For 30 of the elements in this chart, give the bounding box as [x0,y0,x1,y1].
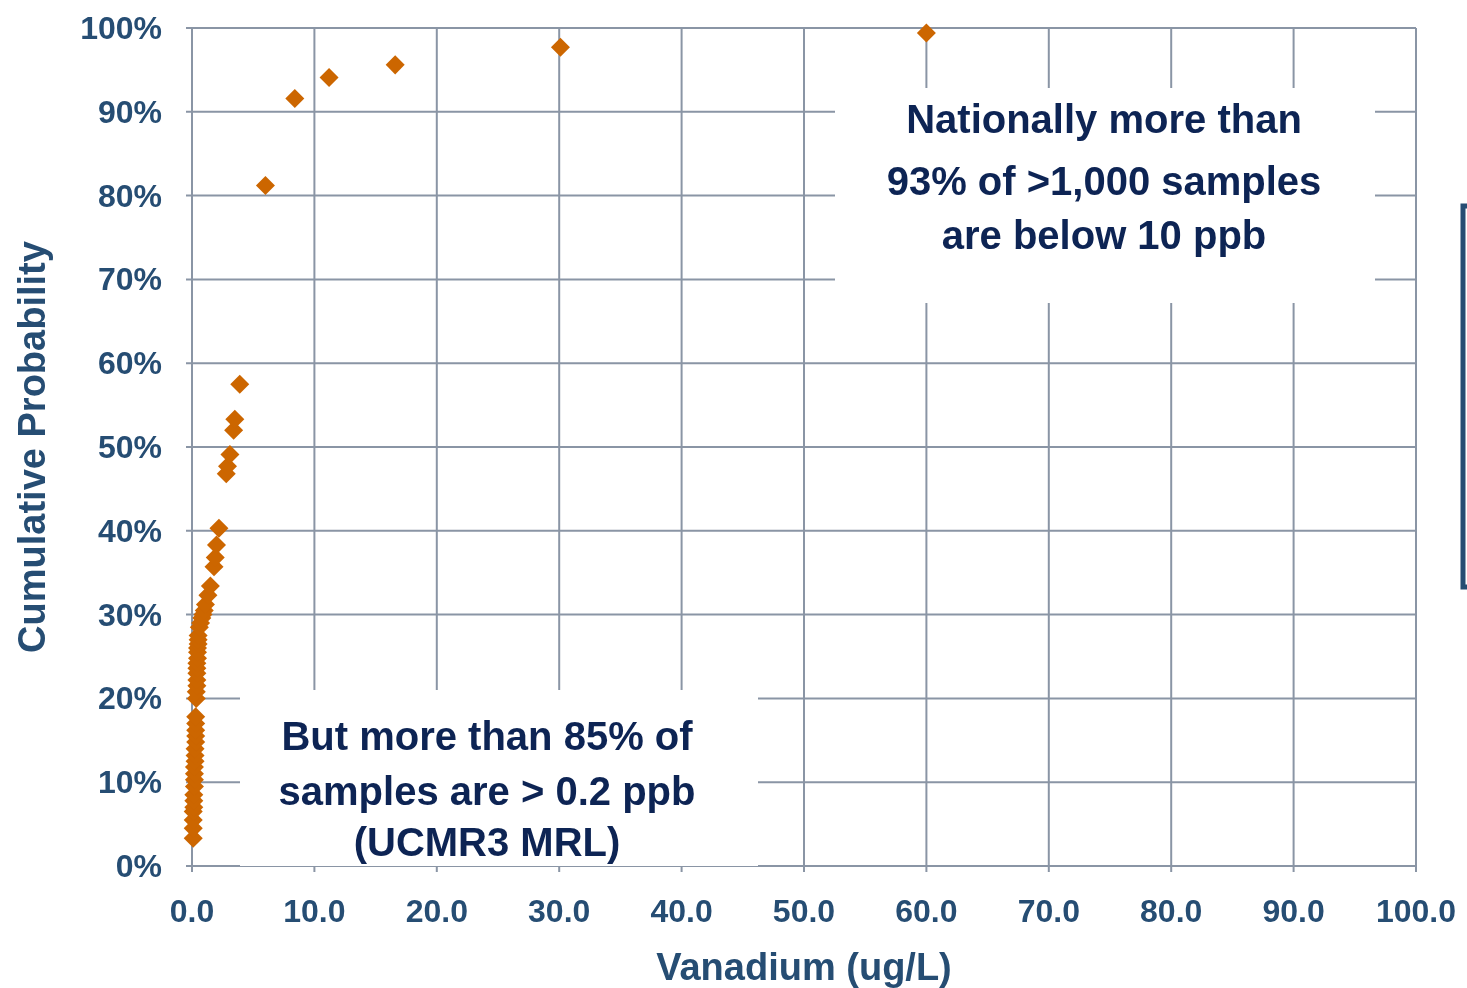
x-tick-label: 10.0 [283,893,346,929]
y-tick-label: 40% [97,512,162,549]
x-tick-label: 30.0 [528,893,591,929]
y-tick-label: 50% [97,429,162,465]
x-axis-title: Vanadium (ug/L) [656,946,952,988]
annotation: samples are > 0.2 ppb [278,769,696,813]
y-tick-label: 30% [97,596,162,633]
annotation: are below 10 ppb [941,213,1267,257]
annotation: But more than 85% of [281,714,694,758]
x-tick-label: 40.0 [650,893,713,929]
y-axis-title: Cumulative Probability [11,241,53,653]
annotation: (UCMR3 MRL) [353,820,621,864]
x-tick-label: 20.0 [405,893,468,929]
x-tick-label: 100.0 [1375,893,1457,929]
y-tick-label: 80% [97,177,162,214]
annotation: 93% of >1,000 samples [886,159,1322,203]
x-tick-label: 90.0 [1262,893,1325,929]
y-tick-label: 100% [80,10,162,46]
x-tick-label: 70.0 [1017,893,1080,929]
y-tick-label: 90% [97,93,162,130]
y-tick-label: 10% [97,764,162,801]
x-tick-label: 80.0 [1140,893,1203,929]
x-tick-label: 50.0 [772,893,836,929]
annotation: Nationally more than [906,97,1302,141]
y-tick-label: 0% [115,848,162,884]
y-tick-label: 70% [97,261,162,298]
x-tick-label: 60.0 [895,893,958,929]
y-tick-label: 60% [97,345,162,382]
x-tick-label: 0.0 [169,893,215,929]
y-tick-label: 20% [97,680,162,717]
